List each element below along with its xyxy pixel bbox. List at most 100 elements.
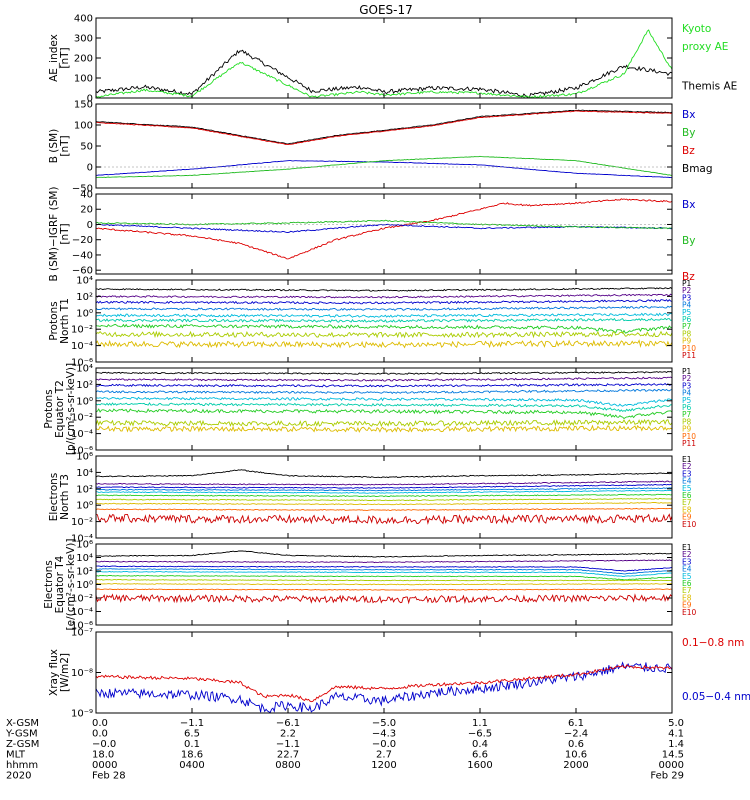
panel-4-ylabel: Protons	[48, 301, 60, 340]
panel-5-series-9	[96, 424, 672, 433]
panel-3-legend-entry: By	[682, 235, 695, 247]
panel-7-legend-entry: E9	[682, 601, 692, 610]
ephemeris-value: −2.4	[564, 729, 588, 740]
panel-1-series-2	[96, 29, 672, 98]
panel-1-ytick-label: 200	[74, 54, 93, 65]
panel-3-series-3	[96, 219, 672, 230]
panel-5-series-2	[96, 376, 672, 382]
ephemeris-value: −6.5	[468, 729, 492, 740]
panel-6-legend-entry: E9	[682, 513, 692, 522]
panel-8-ylabel: [W/m2]	[59, 653, 71, 692]
panel-8-ytick-label: 10⁻⁹	[71, 709, 93, 720]
ephemeris-value: 1.1	[472, 718, 488, 729]
panel-6-series-10	[96, 513, 672, 525]
panel-7-ylabel: Electrons	[43, 560, 55, 609]
panel-7-series-3	[96, 565, 672, 572]
panel-6-legend-entry: E8	[682, 505, 692, 514]
panel-8-legend-entry: 0.1−0.8 nm	[682, 637, 744, 649]
panel-4-legend-entry: P1	[682, 279, 692, 288]
panel-5-legend-entry: P2	[682, 374, 692, 383]
panel-7-legend-entry: E4	[682, 565, 692, 574]
panel-5-ylabel: Equator T2	[54, 380, 66, 438]
panel-7-series-5	[96, 570, 672, 578]
panel-7-series-8	[96, 583, 672, 586]
panel-7-series-2	[96, 559, 672, 564]
panel-2-series-2	[96, 110, 672, 146]
panel-1-frame	[95, 17, 673, 99]
panel-4-series-8	[96, 330, 672, 339]
panel-5-legend-entry: P5	[682, 396, 692, 405]
panel-7-legend-entry: E1	[682, 543, 692, 552]
panel-6-series-3	[96, 483, 672, 489]
ephemeris-value: −0.0	[92, 739, 116, 750]
panel-7-series-4	[96, 568, 672, 575]
panel-6-ytick-label: 10⁴	[76, 468, 93, 479]
panel-6-ytick-label: 10⁰	[76, 501, 93, 512]
ephemeris-value: 0400	[179, 760, 204, 771]
panel-3-ytick-label: 0	[87, 220, 93, 231]
panel-8-ylabel: Xray flux	[48, 649, 60, 696]
panel-7-series-9	[96, 588, 672, 591]
panel-1-ylabel: AE_index	[48, 34, 60, 82]
panel-8-legend-entry: 0.05−0.4 nm	[682, 691, 750, 703]
panel-5-legend-entry: P8	[682, 417, 692, 426]
panel-2-series-4	[96, 155, 672, 178]
ephemeris-row-label: Y-GSM	[5, 729, 38, 740]
ephemeris-value: 0.4	[472, 739, 488, 750]
ephemeris-value: 2.7	[376, 750, 392, 761]
panel-6-ylabel: North T3	[59, 474, 71, 520]
panel-2-legend-entry: Bx	[682, 109, 695, 121]
ephemeris-value: 22.7	[277, 750, 299, 761]
panel-6-legend-entry: E6	[682, 491, 692, 500]
panel-2-series-3	[96, 160, 672, 178]
start-date-label: Feb 28	[92, 771, 126, 782]
panel-7-legend-entry: E7	[682, 586, 692, 595]
panel-5-legend-entry: P11	[682, 439, 696, 448]
panel-6-series-6	[96, 493, 672, 498]
panel-2-legend-entry: Bmag	[682, 163, 713, 175]
panel-2-series-1	[96, 109, 672, 145]
panel-7-ytick-label: 10⁻²	[71, 594, 93, 605]
ephemeris-value: 5.0	[668, 718, 684, 729]
panel-5-ytick-label: 10⁻²	[71, 413, 93, 424]
panel-6-series-4	[96, 487, 672, 492]
panel-5-series-6	[96, 402, 672, 413]
panel-5-series-5	[96, 396, 672, 407]
panel-7-ytick-label: 10⁴	[76, 553, 93, 564]
ephemeris-value: −6.1	[276, 718, 300, 729]
panel-4-legend-entry: P5	[682, 308, 692, 317]
panel-5-ytick-label: 10⁴	[76, 364, 93, 375]
panel-7-ylabel: [e/(cm²-s-sr-keV)]	[65, 539, 77, 631]
ephemeris-value: 1600	[467, 760, 492, 771]
panel-7-legend-entry: E2	[682, 550, 692, 559]
panel-4-ytick-label: 10⁻⁶	[71, 358, 93, 369]
panel-4-ytick-label: 10⁴	[76, 276, 93, 287]
panel-1: 0 100 200 300 400 AE_index [nT] Kyoto proxy AE Th…	[48, 14, 737, 105]
ephemeris-value: −0.0	[372, 739, 396, 750]
panel-6-ytick-label: 10⁻²	[71, 517, 93, 528]
panel-1-legend-entry: Kyoto	[682, 23, 711, 35]
panel-4-legend-entry: P6	[682, 315, 692, 324]
panel-4-series-1	[96, 287, 672, 292]
panel-3-legend-entry: Bx	[682, 199, 695, 211]
panel-5-series-4	[96, 388, 672, 395]
panel-2-ylabel: [nT]	[59, 135, 71, 156]
panel-6-ytick-label: 10²	[76, 484, 93, 495]
panel-7-ytick-label: 10²	[76, 567, 93, 578]
panel-5-ytick-label: 10⁻⁶	[71, 446, 93, 457]
ephemeris-row-label: hhmm	[6, 760, 38, 771]
panel-7-ylabel: Equator T4	[54, 555, 66, 613]
panel-7-series-6	[96, 575, 672, 581]
panel-4-ytick-label: 10⁻⁴	[71, 341, 93, 352]
panel-6-legend-entry: E5	[682, 484, 692, 493]
panel-4-legend-entry: P8	[682, 329, 692, 338]
ephemeris-value: 2.2	[280, 729, 296, 740]
panel-6-series-9	[96, 507, 672, 511]
panel-8: 10⁻⁷ 10⁻⁸ 10⁻⁹ Xray flux [W/m2] 0.1−0.8 nm 0.0…	[48, 628, 750, 720]
panel-5-series-7	[96, 408, 672, 420]
panel-2-ytick-label: 150	[74, 100, 93, 111]
ephemeris-value: −1.1	[180, 718, 204, 729]
panel-4-series-4	[96, 305, 672, 312]
